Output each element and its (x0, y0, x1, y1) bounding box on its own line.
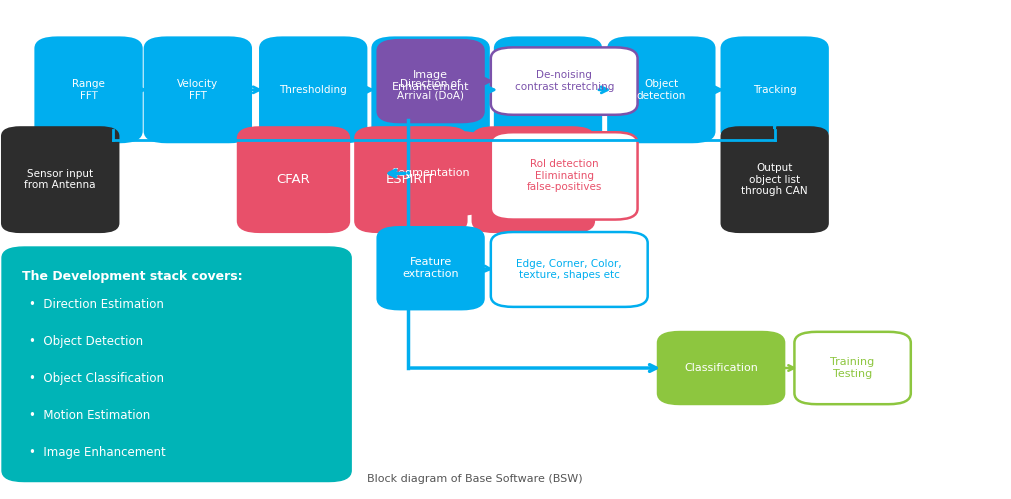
Text: Segmentation: Segmentation (391, 168, 469, 179)
Text: •  Object Classification: • Object Classification (29, 372, 164, 385)
FancyBboxPatch shape (35, 37, 142, 142)
Text: •  Image Enhancement: • Image Enhancement (29, 446, 166, 459)
Text: Output
object list
through CAN: Output object list through CAN (741, 163, 807, 196)
FancyBboxPatch shape (472, 127, 593, 232)
FancyBboxPatch shape (490, 232, 647, 307)
Text: Range
FFT: Range FFT (72, 79, 105, 101)
FancyBboxPatch shape (721, 37, 827, 142)
Text: Training
Testing: Training Testing (830, 357, 874, 379)
Text: Tracking: Tracking (752, 85, 796, 95)
Text: Sensor input
from Antenna: Sensor input from Antenna (24, 169, 96, 191)
FancyBboxPatch shape (494, 37, 601, 142)
Text: •  Direction Estimation: • Direction Estimation (29, 298, 164, 311)
FancyBboxPatch shape (608, 37, 714, 142)
FancyBboxPatch shape (260, 37, 366, 142)
FancyBboxPatch shape (2, 127, 118, 232)
Text: Direction of
Arrival (DoA): Direction of Arrival (DoA) (396, 79, 464, 101)
FancyBboxPatch shape (490, 47, 637, 115)
Text: RoI detection
Eliminating
false-positives: RoI detection Eliminating false-positive… (526, 159, 602, 193)
Text: •  Object Detection: • Object Detection (29, 335, 144, 348)
Text: ESPIRIT: ESPIRIT (386, 173, 435, 186)
Text: Block diagram of Base Software (BSW): Block diagram of Base Software (BSW) (367, 474, 582, 484)
FancyBboxPatch shape (2, 247, 351, 482)
Text: CFAR: CFAR (276, 173, 310, 186)
FancyBboxPatch shape (490, 132, 637, 220)
FancyBboxPatch shape (377, 227, 483, 309)
Text: Thresholding: Thresholding (279, 85, 347, 95)
Text: PP HYBRID: PP HYBRID (497, 173, 568, 186)
Text: Classification: Classification (683, 363, 757, 373)
FancyBboxPatch shape (794, 332, 910, 404)
Text: The Development stack covers:: The Development stack covers: (22, 270, 243, 283)
Text: •  Motion Estimation: • Motion Estimation (29, 409, 151, 422)
FancyBboxPatch shape (657, 332, 784, 404)
Text: Object
detection: Object detection (636, 79, 685, 101)
FancyBboxPatch shape (145, 37, 251, 142)
FancyBboxPatch shape (355, 127, 466, 232)
FancyBboxPatch shape (721, 127, 827, 232)
FancyBboxPatch shape (377, 132, 483, 215)
Text: Velocity
FFT: Velocity FFT (177, 79, 218, 101)
Text: Image
Enhancement: Image Enhancement (391, 70, 469, 92)
Text: Clustering: Clustering (521, 85, 574, 95)
Text: Edge, Corner, Color,
texture, shapes etc: Edge, Corner, Color, texture, shapes etc (516, 258, 622, 280)
FancyBboxPatch shape (238, 127, 349, 232)
FancyBboxPatch shape (377, 40, 483, 122)
FancyBboxPatch shape (372, 37, 488, 142)
Text: Feature
extraction: Feature extraction (402, 257, 458, 279)
Text: De-noising
contrast stretching: De-noising contrast stretching (514, 70, 614, 92)
